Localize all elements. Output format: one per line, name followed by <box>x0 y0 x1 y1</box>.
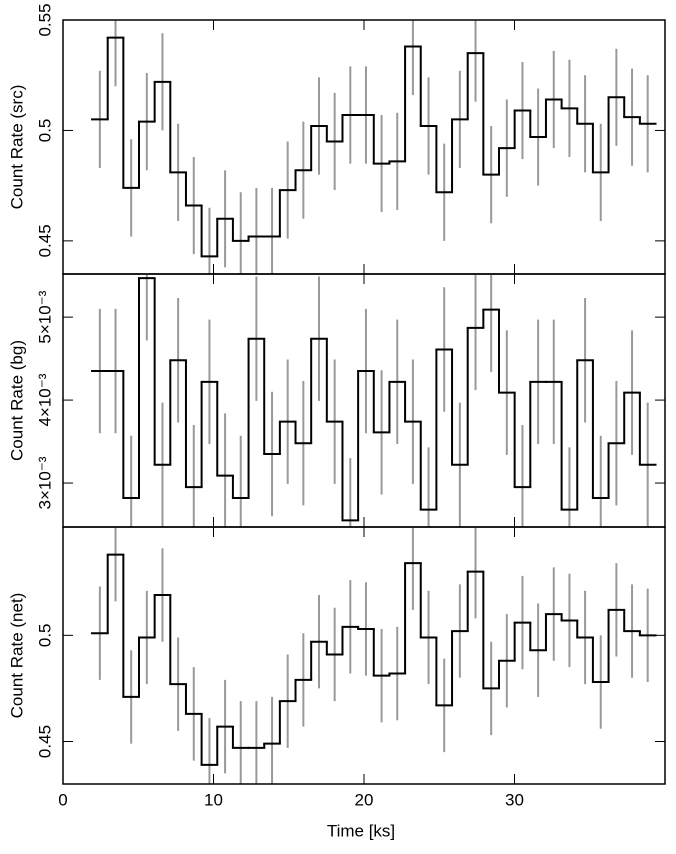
y-tick-label: 0.5 <box>35 624 54 648</box>
plot-frame <box>62 19 666 275</box>
y-tick-label: 4×10⁻³ <box>35 373 54 426</box>
y-tick-label: 0.55 <box>35 3 54 36</box>
x-tick-label: 10 <box>204 790 223 809</box>
plot-frame <box>62 526 666 785</box>
x-tick-label: 30 <box>505 790 524 809</box>
y-tick-label: 3×10⁻³ <box>35 456 54 509</box>
y-axis-label: Count Rate (net) <box>7 593 26 719</box>
plot-frame <box>62 273 666 528</box>
y-axis-label: Count Rate (src) <box>7 85 26 210</box>
x-tick-label: 0 <box>58 790 67 809</box>
y-tick-label: 0.45 <box>35 725 54 758</box>
y-axis-label: Count Rate (bg) <box>7 340 26 461</box>
x-tick-label: 20 <box>355 790 374 809</box>
x-axis-label: Time [ks] <box>327 821 395 840</box>
y-tick-label: 0.5 <box>35 119 54 143</box>
y-tick-label: 5×10⁻³ <box>35 290 54 343</box>
y-tick-label: 0.45 <box>35 224 54 257</box>
